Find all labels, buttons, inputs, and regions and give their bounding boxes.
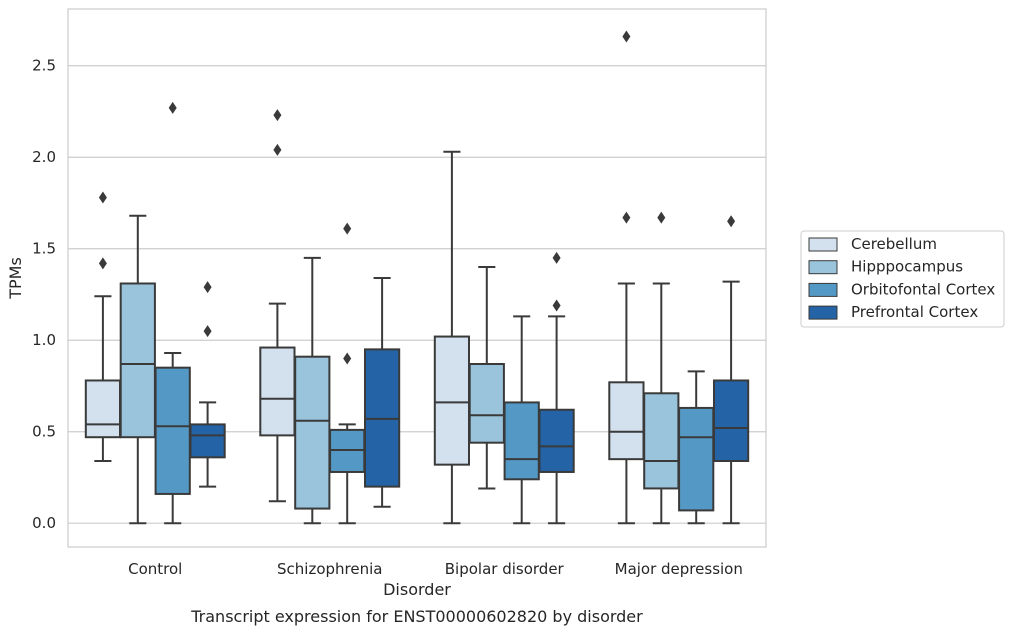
box-iqr bbox=[433, 335, 471, 466]
x-tick-label: Control bbox=[128, 560, 182, 578]
y-tick-label: 0.0 bbox=[32, 514, 56, 532]
outlier-marker bbox=[552, 299, 561, 312]
y-tick-label: 1.5 bbox=[32, 240, 56, 258]
x-tick-labels: Control Schizophrenia Bipolar disorder Majo… bbox=[128, 560, 743, 578]
x-tick-label: Bipolar disorder bbox=[445, 560, 565, 578]
outlier-marker bbox=[622, 211, 631, 224]
box-prefrontal-cortex bbox=[363, 277, 401, 508]
legend-swatch bbox=[808, 260, 838, 275]
box-iqr bbox=[643, 392, 680, 490]
outlier-marker bbox=[273, 143, 282, 156]
outlier-marker bbox=[727, 215, 736, 228]
legend-label: Orbitofontal Cortex bbox=[851, 280, 995, 298]
legend-label: Cerebellum bbox=[851, 235, 937, 253]
x-tick-label: Schizophrenia bbox=[277, 560, 382, 578]
box-iqr bbox=[84, 379, 122, 439]
box-orbitofontal-cortex bbox=[503, 315, 540, 525]
box-hipppocampus bbox=[468, 266, 505, 490]
outlier-marker bbox=[168, 101, 177, 114]
box-iqr bbox=[189, 423, 226, 459]
box-iqr bbox=[503, 401, 540, 481]
box-cerebellum bbox=[259, 109, 296, 503]
box-hipppocampus bbox=[119, 214, 156, 525]
y-tick-label: 0.5 bbox=[32, 423, 56, 441]
box-cerebellum bbox=[608, 30, 645, 525]
outlier-marker bbox=[203, 325, 212, 338]
box-orbitofontal-cortex bbox=[154, 101, 191, 525]
legend-label: Hipppocampus bbox=[851, 258, 963, 276]
box-iqr bbox=[259, 346, 296, 437]
legend-swatch bbox=[808, 282, 838, 297]
legend-swatch bbox=[808, 237, 838, 252]
box-iqr bbox=[468, 363, 505, 444]
outlier-marker bbox=[98, 191, 107, 204]
legend: Cerebellum Hipppocampus Orbitofontal Corte… bbox=[800, 230, 1005, 328]
box-iqr bbox=[678, 406, 715, 512]
outlier-marker bbox=[343, 222, 352, 235]
box-hipppocampus bbox=[294, 256, 331, 525]
y-axis-label: TPMs bbox=[6, 257, 25, 300]
y-tick-label: 2.0 bbox=[32, 148, 56, 166]
y-tick-labels: 0.0 0.5 1.0 1.5 2.0 2.5 bbox=[32, 57, 56, 532]
box-prefrontal-cortex bbox=[538, 251, 575, 525]
y-tick-label: 1.0 bbox=[32, 331, 56, 349]
box-cerebellum bbox=[433, 150, 471, 525]
outlier-marker bbox=[552, 251, 561, 264]
box-prefrontal-cortex bbox=[189, 281, 226, 488]
chart-caption: Transcript expression for ENST0000060282… bbox=[190, 607, 643, 626]
box-hipppocampus bbox=[643, 211, 680, 525]
outlier-marker bbox=[622, 30, 631, 43]
x-tick-label: Major depression bbox=[615, 560, 743, 578]
outlier-marker bbox=[657, 211, 666, 224]
box-orbitofontal-cortex bbox=[678, 370, 715, 525]
box-iqr bbox=[294, 355, 331, 510]
x-axis-label: Disorder bbox=[383, 580, 451, 599]
y-tick-label: 2.5 bbox=[32, 57, 56, 75]
outlier-marker bbox=[98, 257, 107, 270]
box-orbitofontal-cortex bbox=[329, 222, 366, 525]
box-iqr bbox=[712, 379, 750, 462]
box-iqr bbox=[119, 282, 156, 439]
legend-frame bbox=[800, 230, 1005, 328]
legend-label: Prefrontal Cortex bbox=[851, 303, 978, 321]
box-prefrontal-cortex bbox=[712, 215, 750, 525]
box-cerebellum bbox=[84, 191, 122, 462]
box-iqr bbox=[154, 366, 191, 495]
outlier-marker bbox=[273, 109, 282, 122]
boxes bbox=[84, 30, 750, 525]
outlier-marker bbox=[203, 281, 212, 294]
box-iqr bbox=[608, 381, 645, 461]
box-iqr bbox=[538, 408, 575, 473]
outlier-marker bbox=[343, 352, 352, 365]
plot-frame bbox=[67, 8, 767, 548]
legend-swatch bbox=[808, 305, 838, 320]
